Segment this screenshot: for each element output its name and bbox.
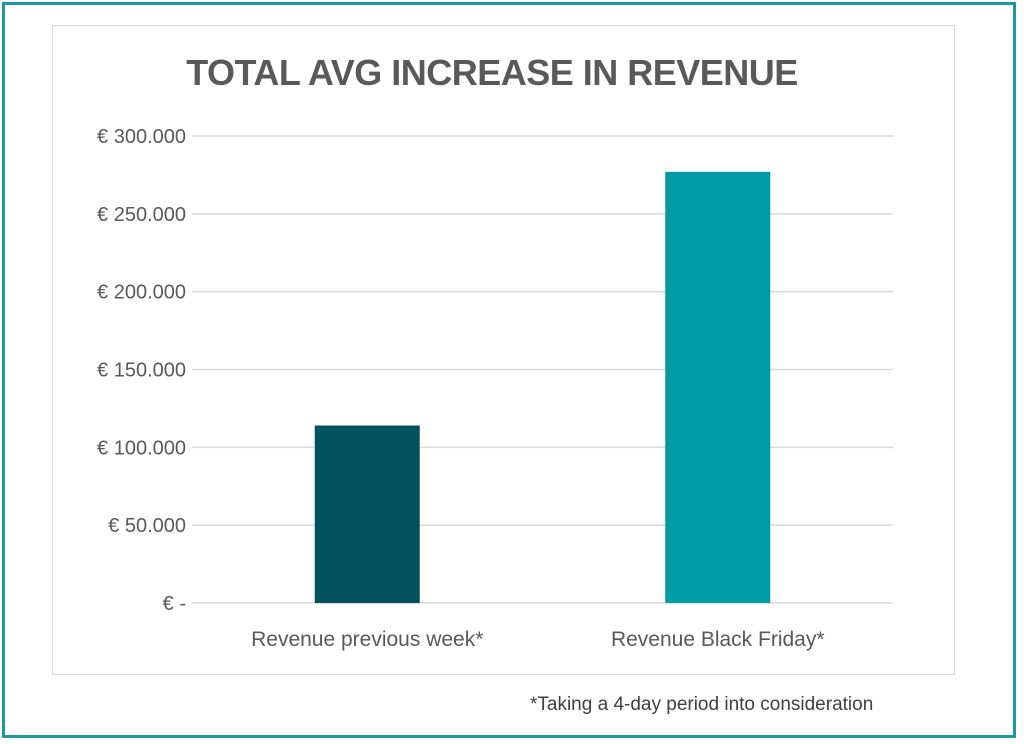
chart-area: [52, 25, 955, 675]
y-tick-label: € 250.000: [97, 204, 186, 226]
y-tick-label: € 50.000: [108, 515, 186, 537]
x-tick-label: Revenue Black Friday*: [611, 628, 825, 651]
outer-frame: [2, 2, 1016, 738]
chart-title: TOTAL AVG INCREASE IN REVENUE: [186, 52, 798, 93]
y-tick-label: € 150.000: [97, 360, 186, 382]
y-tick-label: € 300.000: [97, 126, 186, 148]
bar-2: [665, 171, 771, 603]
y-tick-label: € 200.000: [97, 282, 186, 304]
y-tick-label: € 100.000: [97, 437, 186, 459]
footnote: *Taking a 4-day period into consideratio…: [530, 694, 874, 715]
bar-1: [314, 425, 420, 603]
x-tick-label: Revenue previous week*: [251, 628, 483, 651]
y-tick-label: € -: [163, 593, 186, 615]
